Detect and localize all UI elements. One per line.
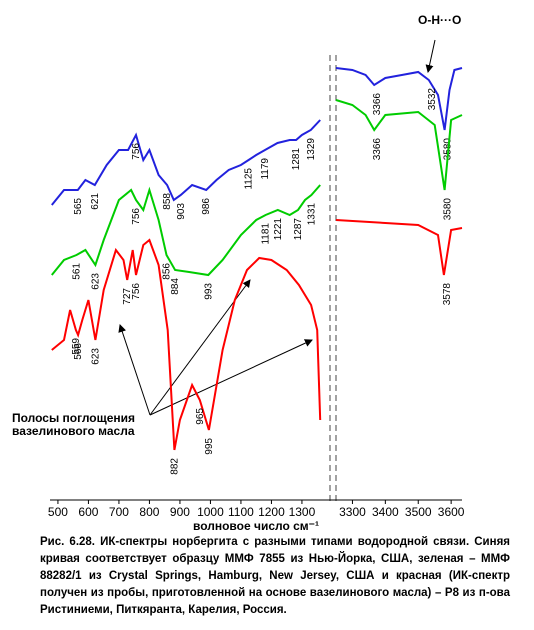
x-tick-label: 800	[139, 505, 159, 519]
spectrum-line	[51, 184, 321, 277]
peak-label: 727	[122, 288, 133, 305]
peak-label: 856	[162, 263, 173, 280]
spectrum-line	[335, 99, 463, 191]
x-tick-label: 3500	[405, 505, 432, 519]
annotation: вазелинового масла	[12, 424, 135, 438]
peak-label: 1125	[244, 168, 255, 190]
peak-label: 995	[204, 438, 215, 455]
peak-label: 3532	[427, 88, 438, 111]
x-tick-label: 900	[170, 505, 190, 519]
x-tick-label: 3400	[372, 505, 399, 519]
x-tick-label: 600	[78, 505, 98, 519]
peak-label: 882	[169, 458, 180, 475]
annotation: O-H···O	[418, 13, 461, 27]
x-tick-label: 1100	[228, 505, 254, 519]
peak-label: 621	[90, 193, 101, 210]
x-tick-label: 3600	[438, 505, 465, 519]
peak-label: 1221	[273, 218, 284, 241]
peak-label: 986	[201, 198, 212, 215]
x-tick-label: 1000	[197, 505, 224, 519]
x-tick-label: 700	[109, 505, 129, 519]
x-tick-label: 1300	[289, 505, 316, 519]
peak-label: 559	[71, 338, 82, 355]
x-tick-label: 1200	[258, 505, 285, 519]
spectrum-line	[51, 238, 322, 451]
peak-label: 1331	[306, 203, 317, 226]
peak-label: 561	[72, 263, 83, 280]
peak-label: 3580	[443, 198, 454, 221]
peak-label: 884	[170, 278, 181, 295]
spectrum-line	[335, 219, 463, 276]
peak-label: 756	[131, 143, 142, 160]
peak-label: 756	[131, 208, 142, 225]
spectrum-line	[335, 67, 463, 131]
caption: Рис. 6.28. ИК-спектры норбергита с разны…	[40, 536, 510, 616]
x-axis-label: волновое число см⁻¹	[193, 519, 319, 530]
peak-label: 903	[176, 203, 187, 220]
peak-label: 1281	[291, 148, 302, 171]
peak-label: 623	[90, 348, 101, 365]
peak-label: 965	[195, 408, 206, 425]
chart: волновое число см⁻¹ 500 600 700 800 900 1000 1…	[12, 13, 465, 530]
x-tick-label: 500	[48, 505, 68, 519]
spectrum-line	[51, 119, 321, 206]
peak-label: 1329	[306, 138, 317, 161]
peak-label: 3366	[372, 138, 383, 161]
peak-label: 3366	[372, 93, 383, 116]
arrow	[149, 339, 313, 416]
peak-label: 1287	[293, 218, 304, 241]
peak-label: 623	[90, 273, 101, 290]
x-tick-label: 3300	[339, 505, 366, 519]
annotation: Полосы поглощения	[12, 411, 135, 425]
peak-label: 993	[203, 283, 214, 300]
peak-label: 1179	[260, 158, 271, 180]
arrow	[118, 324, 151, 416]
arrow	[425, 39, 436, 73]
peak-label: 858	[162, 193, 173, 210]
peak-label: 3578	[442, 283, 453, 306]
peak-label: 1181	[261, 223, 272, 245]
peak-label: 565	[73, 198, 84, 215]
peak-label: 756	[131, 283, 142, 300]
peak-label: 566	[73, 343, 84, 360]
